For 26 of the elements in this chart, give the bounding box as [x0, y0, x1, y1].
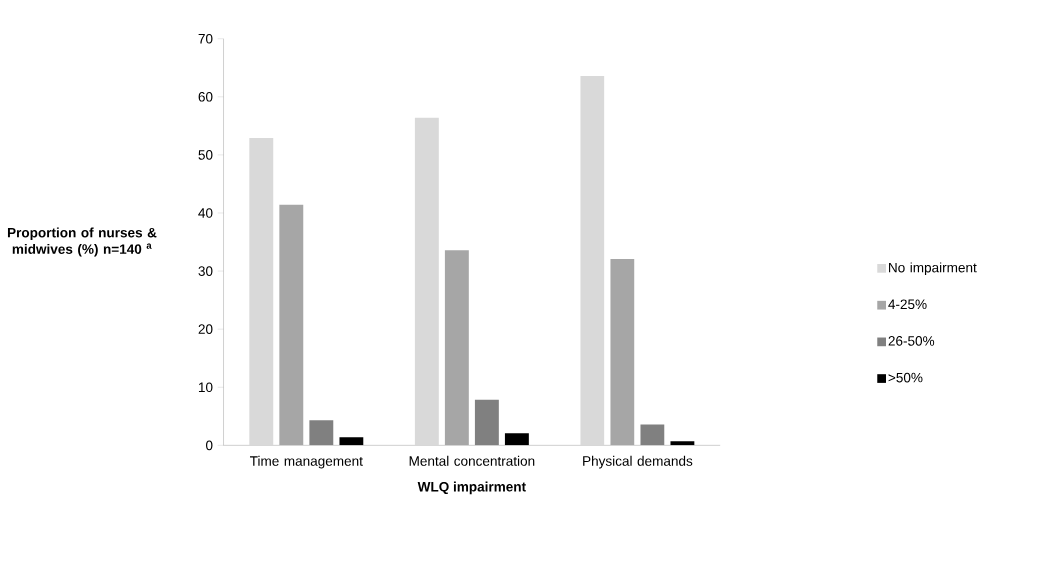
y-tick-label: 50 — [198, 150, 213, 160]
y-tick-label: 60 — [198, 92, 213, 102]
bar — [580, 75, 605, 446]
bar — [444, 250, 469, 446]
x-tick-label: Time management — [249, 455, 363, 469]
bar — [249, 138, 274, 446]
y-tick-label: 20 — [198, 324, 213, 335]
bar — [670, 441, 695, 446]
y-tick-label: 40 — [198, 208, 213, 218]
text: Proportion of nurses & midwives (%) n=140 $^{a}$ — [7, 227, 157, 257]
legend-label: No impairment — [889, 262, 977, 276]
x-axis-title: WLQ impairment — [417, 481, 526, 495]
bar — [610, 258, 635, 446]
x-tick-label: Mental concentration — [409, 455, 535, 466]
bar — [414, 117, 439, 446]
bar — [279, 204, 304, 446]
y-tick-label: 10 — [198, 382, 213, 393]
bar — [339, 437, 364, 446]
legend-label: 4-25% — [888, 299, 927, 310]
x-tick-label: Physical demands — [583, 455, 693, 469]
legend-label: >50% — [888, 372, 923, 383]
y-tick-label: 70 — [198, 33, 213, 44]
y-tick-label: 30 — [198, 266, 213, 276]
bar — [504, 433, 529, 446]
legend-label: 26-50% — [888, 336, 935, 346]
y-tick-label: 0 — [206, 440, 213, 451]
